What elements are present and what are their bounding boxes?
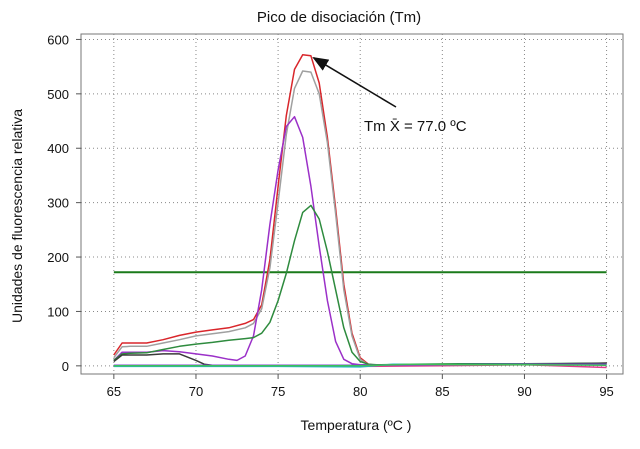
y-tick-label: 0: [62, 359, 69, 374]
y-tick-label: 400: [47, 141, 69, 156]
x-tick-label: 80: [353, 384, 367, 399]
annotation-arrow: [312, 56, 397, 108]
chart-title: Pico de disociación (Tm): [257, 9, 421, 26]
x-axis-label: Temperatura (ºC ): [301, 417, 412, 433]
x-tick-label: 70: [189, 384, 203, 399]
x-tick-label: 75: [271, 384, 285, 399]
y-axis-label: Unidades de fluorescencia relativa: [9, 109, 25, 323]
melt-curve-4: [113, 204, 607, 366]
x-tick-label: 90: [517, 384, 531, 399]
axis-ticks: 65 70 75 80 85 90 95 0 100 200 300 400 500 600: [47, 32, 614, 399]
y-tick-label: 300: [47, 196, 69, 211]
plot-area: [80, 33, 624, 375]
x-tick-label: 85: [435, 384, 449, 399]
tm-annotation: Tm X̄ = 77.0 ºC: [364, 118, 467, 135]
x-tick-label: 95: [599, 384, 613, 399]
x-tick-label: 65: [107, 384, 121, 399]
grid-lines: [81, 34, 623, 374]
annotation-layer: Tm X̄ = 77.0 ºC: [312, 56, 467, 135]
melt-curve-3: [113, 115, 607, 366]
y-tick-label: 600: [47, 32, 69, 47]
y-tick-label: 100: [47, 304, 69, 319]
series-layer: [113, 53, 607, 369]
y-tick-label: 500: [47, 87, 69, 102]
y-tick-label: 200: [47, 250, 69, 265]
melt-curve-9: [113, 363, 607, 367]
